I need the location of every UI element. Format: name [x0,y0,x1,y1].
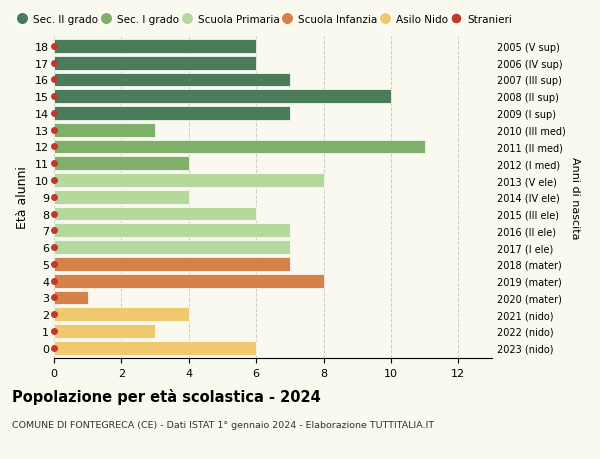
Legend: Sec. II grado, Sec. I grado, Scuola Primaria, Scuola Infanzia, Asilo Nido, Stran: Sec. II grado, Sec. I grado, Scuola Prim… [20,15,512,25]
Bar [54,274,323,288]
Bar [54,40,256,54]
Bar [54,174,323,187]
Bar [54,190,189,204]
Text: Popolazione per età scolastica - 2024: Popolazione per età scolastica - 2024 [12,388,321,404]
Bar [54,291,88,305]
Bar [54,157,189,171]
Bar [54,325,155,338]
Bar [54,56,256,70]
Bar [54,107,290,121]
Bar [54,140,425,154]
Bar [54,308,189,321]
Text: COMUNE DI FONTEGRECA (CE) - Dati ISTAT 1° gennaio 2024 - Elaborazione TUTTITALIA: COMUNE DI FONTEGRECA (CE) - Dati ISTAT 1… [12,420,434,429]
Bar [54,207,256,221]
Bar [54,241,290,254]
Bar [54,257,290,271]
Bar [54,341,256,355]
Y-axis label: Età alunni: Età alunni [16,166,29,229]
Y-axis label: Anni di nascita: Anni di nascita [569,156,580,239]
Bar [54,90,391,104]
Bar [54,224,290,238]
Bar [54,123,155,137]
Bar [54,73,290,87]
